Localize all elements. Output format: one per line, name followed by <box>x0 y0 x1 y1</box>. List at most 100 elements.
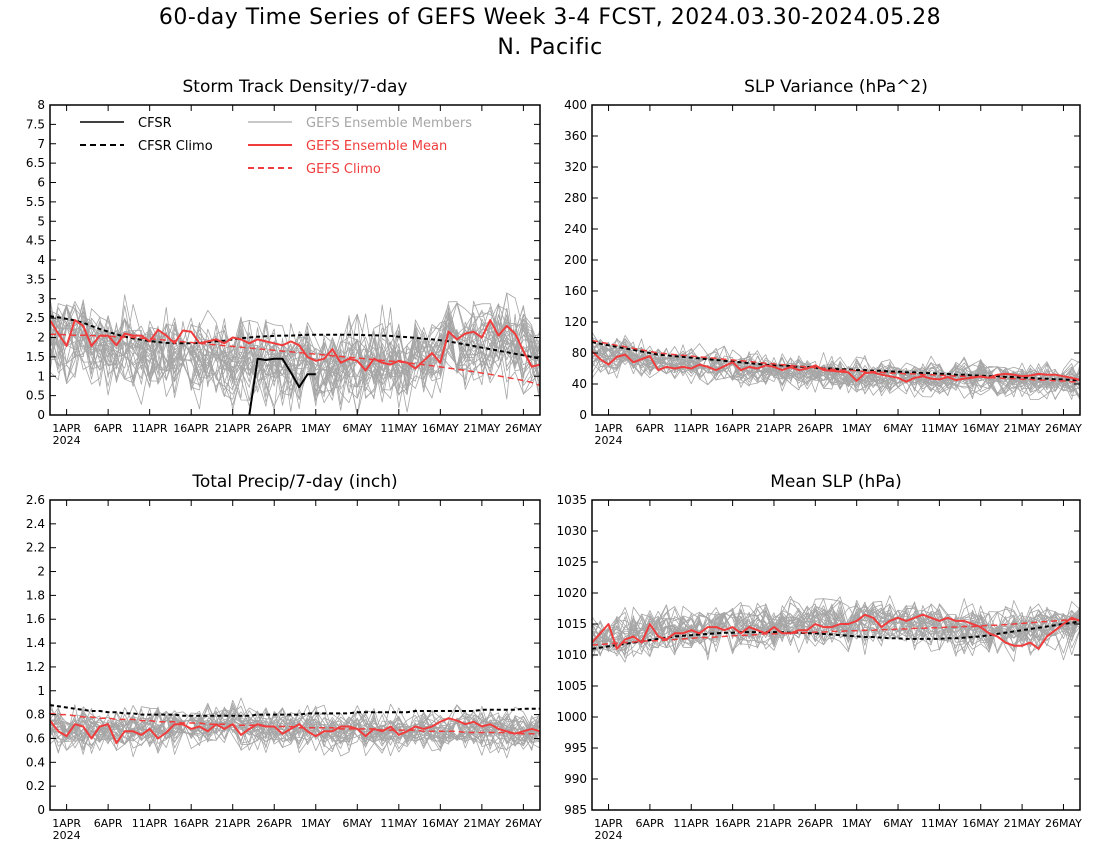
y-tick-label: 0.6 <box>26 731 45 745</box>
y-tick-label: 1035 <box>556 493 587 507</box>
y-tick-label: 4 <box>37 253 45 267</box>
ensemble-member-line <box>50 699 540 745</box>
y-tick-label: 1000 <box>556 710 587 724</box>
x-tick-label: 16MAY <box>962 422 999 435</box>
x-tick-label: 26MAY <box>505 817 542 830</box>
x-tick-label: 1APR <box>52 422 81 435</box>
ensemble-member-line <box>592 595 1080 647</box>
y-tick-label: 0 <box>37 408 45 422</box>
chart-title: Total Precip/7-day (inch) <box>191 472 397 492</box>
chart-panel-2: SLP Variance (hPa^2) 0 40 80 120 160 200 240 280… <box>564 77 1082 447</box>
ensemble-member-line <box>592 347 1080 395</box>
y-tick-label: 6.5 <box>26 156 45 170</box>
x-tick-label: 16APR <box>173 422 209 435</box>
x-tick-label: 11APR <box>673 817 709 830</box>
plot-area <box>50 292 540 415</box>
x-tick-label: 6APR <box>635 817 664 830</box>
x-tick-label: 11APR <box>132 817 168 830</box>
y-tick-label: 1030 <box>556 524 587 538</box>
legend-label-members: GEFS Ensemble Members <box>306 116 472 131</box>
x-tick-label: 11MAY <box>380 817 417 830</box>
ensemble-member-line <box>50 719 540 757</box>
y-tick-label: 120 <box>564 315 587 329</box>
x-tick-label: 26MAY <box>1045 422 1082 435</box>
x-tick-label: 16APR <box>715 422 751 435</box>
ens-mean-line <box>50 319 540 372</box>
ensemble-member-line <box>50 292 540 400</box>
y-tick-label: 1025 <box>556 555 587 569</box>
plot-frame <box>591 499 1081 811</box>
ens-mean-line <box>50 717 540 745</box>
chart-panel-3: Total Precip/7-day (inch)00.20.40.60.811… <box>26 472 542 842</box>
x-tick-label: 1APR <box>594 817 623 830</box>
x-tick-label: 26MAY <box>1045 817 1082 830</box>
gefs-climo-line <box>50 333 540 387</box>
x-tick-label: 16MAY <box>422 422 459 435</box>
x-year-label: 2024 <box>595 434 623 447</box>
x-tick-label: 16APR <box>715 817 751 830</box>
y-tick-label: 320 <box>564 160 587 174</box>
x-tick-label: 11MAY <box>380 422 417 435</box>
x-year-label: 2024 <box>53 829 81 842</box>
y-tick-label: 2.4 <box>26 517 45 531</box>
y-tick-label: 360 <box>564 129 587 143</box>
x-tick-label: 1APR <box>52 817 81 830</box>
cfsr-climo-line <box>592 620 1080 650</box>
ensemble-member-line <box>50 709 540 759</box>
x-tick-label: 21MAY <box>1004 817 1041 830</box>
ensemble-member-line <box>592 342 1080 400</box>
x-tick-label: 11MAY <box>921 422 958 435</box>
x-tick-label: 21APR <box>756 817 792 830</box>
ensemble-member-line <box>592 610 1080 646</box>
x-tick-label: 26MAY <box>505 422 542 435</box>
y-tick-label: 80 <box>572 346 587 360</box>
y-tick-label: 995 <box>564 741 587 755</box>
y-tick-label: 4.5 <box>26 234 45 248</box>
legend-label-ens-mean: GEFS Ensemble Mean <box>306 139 447 154</box>
x-tick-label: 11APR <box>673 422 709 435</box>
plot-area <box>592 595 1080 663</box>
ensemble-member-line <box>592 350 1080 393</box>
x-tick-label: 6APR <box>94 422 123 435</box>
ensemble-member-line <box>50 299 540 398</box>
y-tick-label: 0.2 <box>26 779 45 793</box>
y-tick-label: 1 <box>37 369 45 383</box>
x-tick-label: 26APR <box>797 817 833 830</box>
y-tick-label: 6 <box>37 176 45 190</box>
y-tick-label: 0 <box>37 803 45 817</box>
y-tick-label: 280 <box>564 191 587 205</box>
y-tick-label: 1020 <box>556 586 587 600</box>
ens-mean-line <box>592 613 1080 650</box>
ensemble-member-line <box>50 298 540 409</box>
x-tick-label: 6APR <box>635 422 664 435</box>
y-tick-label: 2 <box>37 565 45 579</box>
x-tick-label: 21APR <box>215 422 251 435</box>
y-tick-label: 1.5 <box>26 350 45 364</box>
y-tick-label: 40 <box>572 377 587 391</box>
chart-title: SLP Variance (hPa^2) <box>744 77 928 97</box>
x-tick-label: 21APR <box>756 422 792 435</box>
y-tick-label: 1.6 <box>26 612 45 626</box>
y-tick-label: 0.8 <box>26 708 45 722</box>
y-tick-label: 3 <box>37 292 45 306</box>
x-tick-label: 1MAY <box>301 422 331 435</box>
x-tick-label: 1MAY <box>301 817 331 830</box>
y-tick-label: 2.2 <box>26 541 45 555</box>
x-tick-label: 26APR <box>256 422 292 435</box>
x-year-label: 2024 <box>53 434 81 447</box>
y-tick-label: 1.2 <box>26 660 45 674</box>
plot-frame <box>49 499 541 811</box>
y-tick-label: 1 <box>37 684 45 698</box>
y-tick-label: 0 <box>579 408 587 422</box>
ensemble-member-line <box>50 711 540 757</box>
gefs-climo-line <box>592 339 1080 383</box>
chart-panel-1: Storm Track Density/7-day 0 0.5 1 1.5 2 2.5 3 3.… <box>26 77 542 447</box>
legend-label-gefs-climo: GEFS Climo <box>306 162 381 177</box>
legend: CFSR CFSR Climo GEFS Ensemble Members GEFS … <box>80 116 472 177</box>
x-tick-label: 16MAY <box>422 817 459 830</box>
x-tick-label: 21MAY <box>1004 422 1041 435</box>
y-tick-label: 0.4 <box>26 755 45 769</box>
y-tick-label: 1.4 <box>26 636 45 650</box>
x-tick-label: 1MAY <box>842 422 872 435</box>
x-tick-label: 21MAY <box>463 422 500 435</box>
